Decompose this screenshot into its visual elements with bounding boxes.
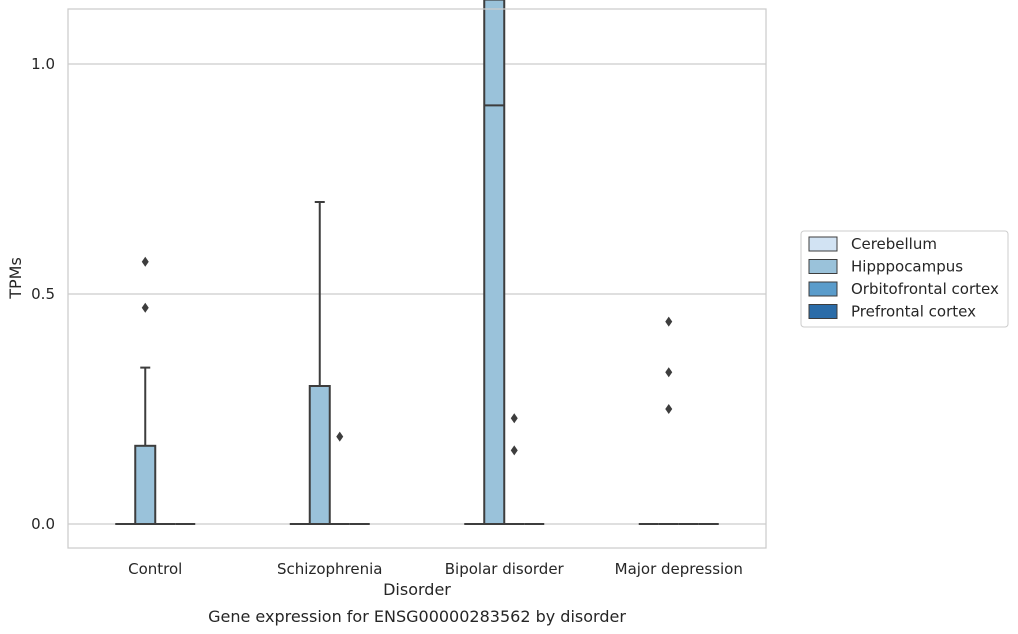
outlier-point	[665, 404, 673, 414]
box-group	[504, 413, 525, 525]
legend-swatch	[808, 281, 838, 297]
outlier-point	[141, 302, 149, 313]
x-tick-label: Control	[128, 560, 182, 578]
box-body	[134, 444, 157, 525]
box-group	[483, 0, 506, 526]
legend-frame	[800, 230, 1009, 328]
plot-area-frame	[67, 8, 767, 549]
legend-label: Prefrontal cortex	[851, 303, 976, 321]
outlier-point	[665, 316, 673, 327]
legend-label: Hipppocampus	[851, 258, 963, 276]
legend: Cerebellum Hipppocampus Orbitofrontal cort…	[800, 230, 1009, 328]
x-tick-label: Bipolar disorder	[445, 560, 565, 578]
x-tick-labels: Control Schizophrenia Bipolar disorder Majo…	[128, 560, 743, 578]
outlier-point	[141, 256, 149, 267]
legend-swatch	[808, 304, 838, 319]
box-group	[308, 201, 331, 525]
y-tick-label: 1.0	[31, 55, 55, 73]
outlier-point	[665, 367, 673, 378]
legend-swatch	[808, 259, 838, 274]
box-group	[329, 431, 350, 525]
outlier-point	[510, 413, 518, 424]
y-tick-label: 0.5	[31, 285, 55, 303]
grid-lines	[68, 63, 766, 525]
box-body	[308, 385, 331, 525]
legend-label: Cerebellum	[851, 235, 937, 253]
box-body	[483, 0, 506, 526]
y-tick-label: 0.0	[31, 515, 55, 533]
y-axis-label: TPMs	[6, 257, 25, 300]
x-tick-label: Schizophrenia	[277, 560, 382, 578]
y-tick-labels: 0.00.51.01.52.0	[31, 55, 55, 533]
chart-title: Gene expression for ENSG00000283562 by d…	[208, 607, 626, 626]
legend-swatch	[808, 236, 838, 252]
outlier-point	[336, 431, 344, 442]
x-axis-label: Disorder	[383, 580, 451, 599]
box-group	[658, 316, 679, 525]
outlier-point	[510, 445, 518, 456]
box-elements	[115, 0, 719, 526]
legend-label: Orbitofrontal cortex	[851, 280, 999, 298]
x-tick-label: Major depression	[615, 560, 743, 578]
box-group	[134, 256, 157, 525]
